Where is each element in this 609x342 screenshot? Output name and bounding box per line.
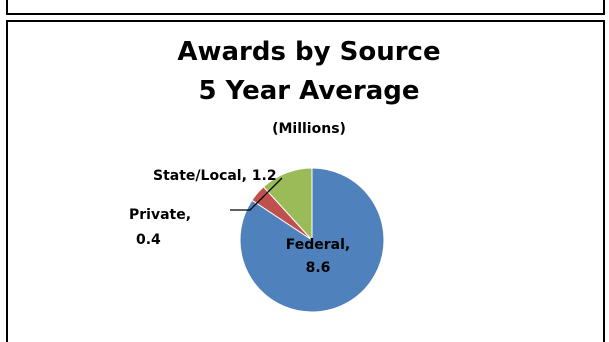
pie-slice-state-local — [262, 167, 313, 242]
pie-slices — [239, 167, 385, 313]
slice-label-private-value: 0.4 — [136, 232, 161, 248]
chart-unit-note: (Millions) — [272, 121, 346, 137]
private-leader-line — [230, 177, 283, 211]
slice-label-private-name: Private, — [129, 207, 191, 223]
top-strip-frame — [6, 0, 605, 15]
slice-label-federal-value: 8.6 — [306, 260, 331, 276]
slice-label-state-local: State/Local, 1.2 — [153, 168, 277, 184]
chart-title: Awards by Source — [177, 37, 440, 67]
slice-label-federal-name: Federal, — [286, 237, 350, 253]
chart-subtitle: 5 Year Average — [198, 76, 419, 106]
